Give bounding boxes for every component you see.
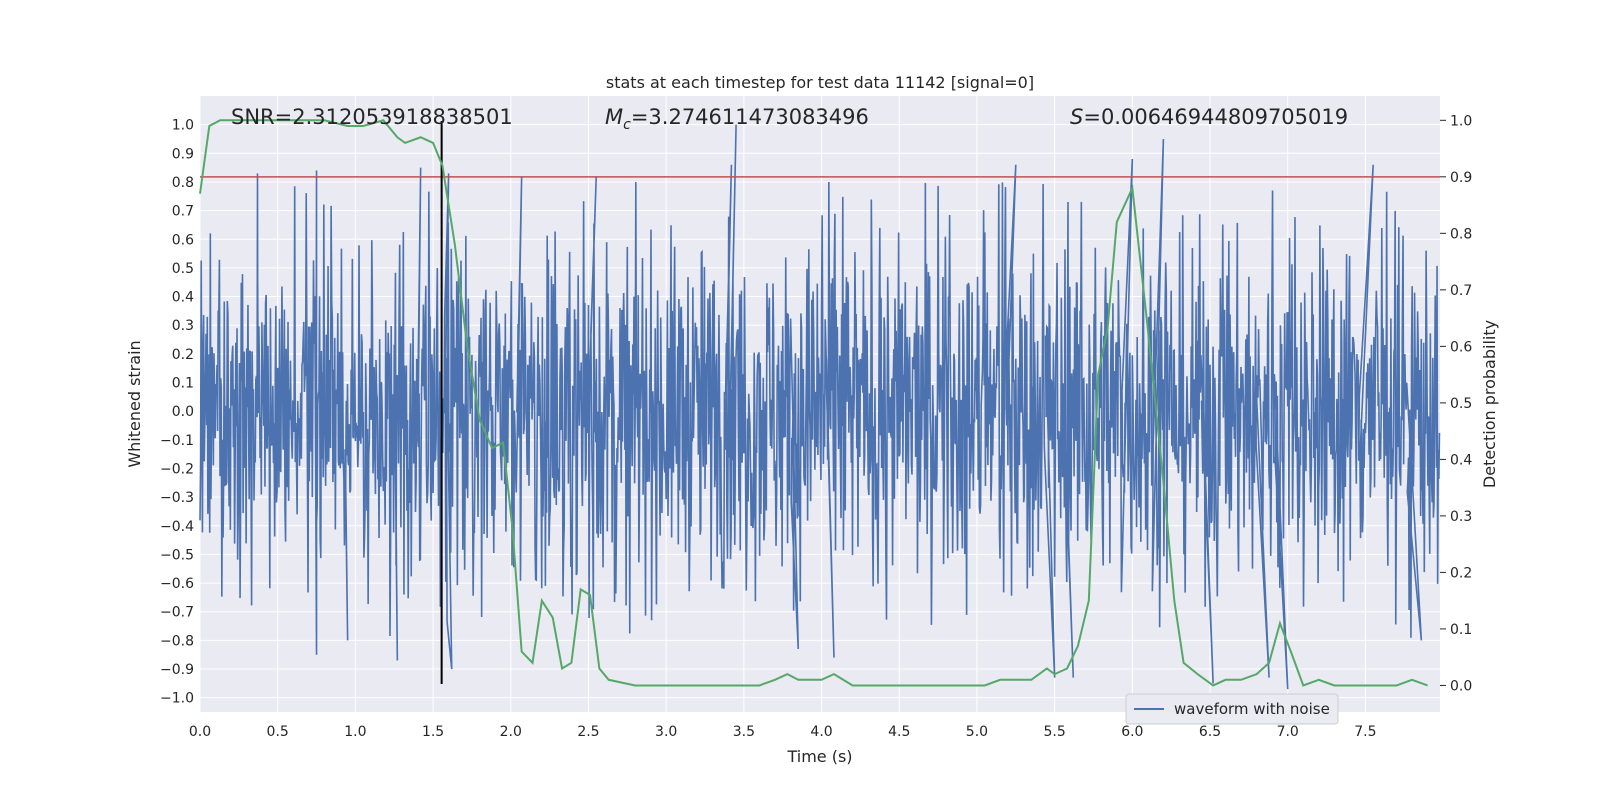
y-tick-label: 0.0 [172, 404, 194, 420]
y2-tick-label: 0.0 [1450, 678, 1472, 694]
y-tick-label: 1.0 [172, 118, 194, 134]
chirp-mass-value: =3.274611473083496 [631, 105, 869, 129]
y-tick-label: −0.5 [160, 547, 194, 563]
x-tick-label: 1.0 [344, 724, 366, 740]
x-tick-label: 3.5 [733, 724, 755, 740]
waveform-series [199, 124, 1441, 690]
y2-tick-labels: 1.0 0.9 0.8 0.7 0.6 0.5 0.4 0.3 0.2 0.1 0.0 [1440, 113, 1472, 694]
y-tick-label: 0.6 [172, 232, 194, 248]
detection-probability-line [199, 119, 1428, 687]
x-tick-label: 6.0 [1121, 724, 1143, 740]
y2-tick-label: 0.5 [1450, 396, 1472, 412]
y2-axis-label: Detection probability [1480, 320, 1499, 488]
y2-tick-label: 0.7 [1450, 283, 1472, 299]
y-tick-label: −0.3 [160, 490, 194, 506]
x-tick-label: 2.0 [500, 724, 522, 740]
x-tick-label: 5.0 [966, 724, 988, 740]
y2-tick-label: 0.3 [1450, 509, 1472, 525]
chirp-mass-subscript: c [623, 117, 631, 133]
chirp-mass-symbol: M [605, 105, 623, 129]
legend-box [1125, 693, 1339, 725]
y-tick-label: −0.8 [160, 633, 194, 649]
y-tick-label: −0.7 [160, 605, 194, 621]
s-symbol: S [1070, 105, 1083, 129]
legend-label-waveform: waveform with noise [1174, 700, 1330, 718]
y-tick-label: 0.3 [172, 318, 194, 334]
y2-tick-label: 0.2 [1450, 565, 1472, 581]
y-tick-label: 0.5 [172, 261, 194, 277]
s-annotation: S=0.00646944809705019 [1070, 105, 1348, 129]
chirp-mass-annotation: Mc=3.274611473083496 [605, 105, 869, 133]
y-tick-label: −0.9 [160, 662, 194, 678]
y2-tick-label: 0.6 [1450, 339, 1472, 355]
x-tick-label: 2.5 [577, 724, 599, 740]
y2-tick-label: 1.0 [1450, 113, 1472, 129]
snr-annotation: SNR=2.312053918838501 [231, 105, 513, 129]
legend: waveform with noise [1125, 693, 1339, 725]
y-tick-label: −0.2 [160, 461, 194, 477]
s-value: =0.00646944809705019 [1083, 105, 1348, 129]
x-tick-label: 3.0 [655, 724, 677, 740]
waveform-line [199, 124, 1441, 690]
x-axis-label: Time (s) [786, 747, 852, 766]
x-tick-label: 1.5 [422, 724, 444, 740]
y2-tick-label: 0.4 [1450, 452, 1472, 468]
y2-tick-label: 0.1 [1450, 622, 1472, 638]
y-axis-label: Whitened strain [125, 340, 144, 467]
y-tick-label: −0.1 [160, 433, 194, 449]
y-tick-label: 0.8 [172, 175, 194, 191]
y2-tick-label: 0.9 [1450, 170, 1472, 186]
x-tick-label: 7.5 [1354, 724, 1376, 740]
y-tick-label: 0.2 [172, 347, 194, 363]
x-tick-label: 4.5 [888, 724, 910, 740]
x-tick-label: 0.5 [267, 724, 289, 740]
y-tick-label: 0.9 [172, 146, 194, 162]
x-tick-label: 5.5 [1044, 724, 1066, 740]
x-tick-label: 0.0 [189, 724, 211, 740]
y-tick-labels: 1.0 0.9 0.8 0.7 0.6 0.5 0.4 0.3 0.2 0.1 0.0 −0.1 −0.… [160, 118, 194, 707]
y-tick-label: −1.0 [160, 691, 194, 707]
x-tick-labels: 0.0 0.5 1.0 1.5 2.0 2.5 3.0 3.5 4.0 4.5 5.0 5.5 6.0 6… [189, 724, 1377, 740]
x-tick-label: 4.0 [810, 724, 832, 740]
y-tick-label: −0.6 [160, 576, 194, 592]
y-tick-label: 0.4 [172, 290, 194, 306]
y-tick-label: 0.7 [172, 204, 194, 220]
x-tick-label: 7.0 [1277, 724, 1299, 740]
y2-tick-label: 0.8 [1450, 226, 1472, 242]
y-tick-label: 0.1 [172, 376, 194, 392]
chart-title: stats at each timestep for test data 111… [606, 73, 1034, 92]
x-tick-label: 6.5 [1199, 724, 1221, 740]
y-tick-label: −0.4 [160, 519, 194, 535]
